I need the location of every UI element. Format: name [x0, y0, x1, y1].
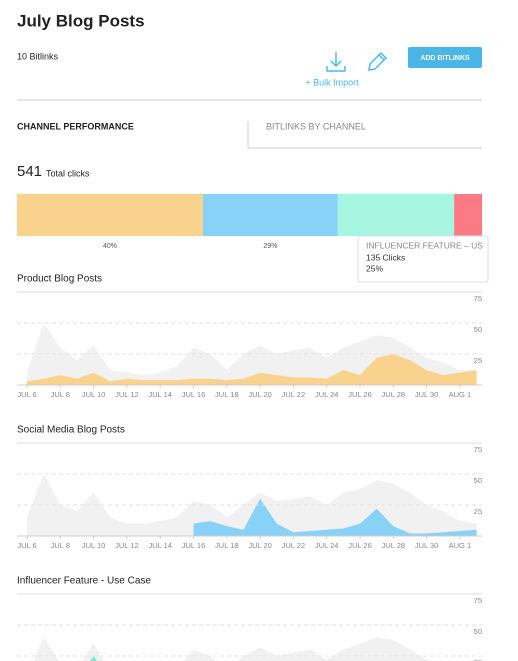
y-tick-label: 75 [474, 445, 482, 454]
x-tick-label: JUL 18 [215, 390, 239, 399]
tooltip-clicks: 135 Clicks [366, 252, 405, 262]
bar-segment [17, 194, 203, 236]
add-button[interactable] [408, 47, 482, 68]
x-tick-label: JUL 16 [182, 541, 206, 550]
chart-title: Social Media Blog Posts [17, 425, 125, 436]
x-tick-label: JUL 20 [248, 390, 272, 399]
area-series [90, 656, 97, 661]
x-tick-label: JUL 8 [51, 541, 70, 550]
x-tick-label: JUL 18 [215, 541, 239, 550]
bar-segment [337, 194, 455, 236]
x-tick-label: JUL 30 [415, 541, 439, 550]
add-button-label[interactable]: ADD BITLINKS [420, 55, 470, 62]
x-tick-label: JUL 6 [17, 541, 36, 550]
edit-icon[interactable] [368, 52, 387, 71]
area-series [193, 498, 477, 536]
y-tick-label: 50 [474, 627, 482, 636]
x-tick-label: JUL 12 [115, 541, 139, 550]
y-tick-label: 25 [474, 356, 482, 365]
y-tick-label: 25 [474, 658, 482, 661]
tab[interactable]: BITLINKS BY CHANNEL [266, 121, 366, 131]
y-tick-label: 75 [474, 596, 482, 605]
y-tick-label: 50 [474, 476, 482, 485]
x-tick-label: JUL 16 [182, 390, 206, 399]
x-tick-label: JUL 24 [315, 541, 339, 550]
x-tick-label: JUL 22 [282, 390, 306, 399]
tab-active[interactable]: CHANNEL PERFORMANCE [17, 121, 134, 131]
x-tick-label: JUL 8 [51, 390, 70, 399]
y-tick-label: 50 [474, 325, 482, 334]
x-tick-label: JUL 28 [382, 541, 406, 550]
x-tick-label: AUG 1 [449, 390, 472, 399]
x-tick-label: JUL 24 [315, 390, 339, 399]
tooltip-percent: 25% [366, 263, 383, 273]
tooltip-title: INFLUENCER FEATURE – US [366, 240, 483, 250]
chart-title: Product Blog Posts [17, 274, 102, 285]
x-tick-label: JUL 12 [115, 390, 139, 399]
total-clicks: 541 [17, 163, 42, 180]
x-tick-label: JUL 22 [282, 541, 306, 550]
x-tick-label: JUL 28 [382, 390, 406, 399]
tooltip [357, 235, 489, 283]
x-tick-label: JUL 10 [82, 390, 106, 399]
segment-label: 40% [103, 243, 117, 250]
x-tick-label: JUL 10 [82, 541, 106, 550]
bar-segment [454, 194, 482, 236]
x-tick-label: JUL 30 [415, 390, 439, 399]
y-tick-label: 75 [474, 294, 482, 303]
y-tick-label: 25 [474, 507, 482, 516]
download-icon[interactable] [326, 52, 346, 72]
x-tick-label: JUL 26 [348, 390, 372, 399]
area-series [27, 354, 477, 385]
chart-title: Influencer Feature - Use Case [17, 576, 151, 587]
x-tick-label: JUL 6 [17, 390, 36, 399]
bitlink-count: 10 Bitlinks [17, 51, 59, 61]
total-clicks-label: Total clicks [46, 168, 90, 178]
area-series [33, 637, 431, 661]
x-tick-label: JUL 14 [148, 541, 172, 550]
x-tick-label: JUL 14 [148, 390, 172, 399]
bar-segment [203, 194, 338, 236]
page-title: July Blog Posts [17, 11, 145, 30]
segment-label: 29% [263, 243, 277, 250]
x-tick-label: JUL 20 [248, 541, 272, 550]
x-tick-label: AUG 1 [449, 541, 472, 550]
bulk-import-link[interactable]: + Bulk Import [305, 77, 359, 87]
x-tick-label: JUL 26 [348, 541, 372, 550]
